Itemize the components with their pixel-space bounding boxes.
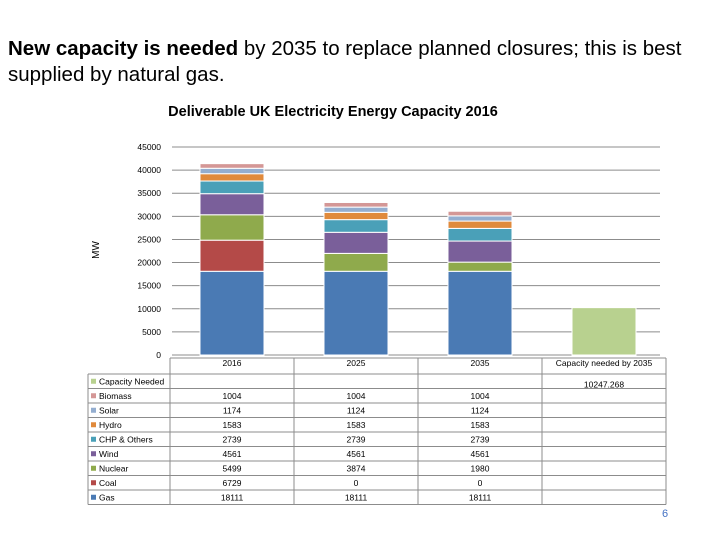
legend-key — [91, 407, 96, 413]
legend-label: Solar — [99, 405, 119, 415]
legend-label: CHP & Others — [99, 434, 153, 444]
y-tick-label: 35000 — [137, 188, 161, 198]
data-label: 5499 — [223, 463, 242, 473]
data-label: 6729 — [223, 478, 242, 488]
slide-title-rest: by 2035 to replace planned closures; thi… — [8, 37, 682, 86]
legend-label: Biomass — [99, 391, 132, 401]
data-label: 1980 — [471, 463, 490, 473]
bar-segment — [199, 193, 265, 216]
bar-segment — [199, 239, 265, 272]
data-label: 1004 — [347, 391, 366, 401]
y-tick-label: 5000 — [142, 327, 161, 337]
data-label: 0 — [354, 478, 359, 488]
bar-segment — [323, 201, 389, 208]
data-label: 1004 — [471, 391, 490, 401]
data-label: 1583 — [347, 420, 366, 430]
category-label: Capacity needed by 2035 — [556, 358, 653, 368]
y-tick-label: 30000 — [137, 211, 161, 221]
legend-key — [91, 436, 96, 442]
bar-segment — [323, 252, 389, 272]
legend-label: Hydro — [99, 420, 122, 430]
bar-segment — [323, 211, 389, 221]
slide-title-bold: New capacity is needed — [8, 37, 239, 60]
data-label: 1004 — [223, 391, 242, 401]
legend-label: Wind — [99, 449, 119, 459]
data-label: 0 — [478, 478, 483, 488]
page-number: 6 — [662, 508, 669, 520]
bar-segment — [199, 180, 265, 195]
bar-segment — [571, 307, 637, 356]
bar-segment — [447, 270, 513, 356]
bar-segment — [323, 231, 389, 254]
bar-segment — [199, 163, 265, 169]
legend-key — [91, 393, 96, 399]
bar-segment — [447, 210, 513, 217]
legend-label: Coal — [99, 478, 117, 488]
bar-segment — [323, 206, 389, 213]
bar-segment — [199, 270, 265, 356]
bar-segment — [199, 167, 265, 175]
data-label: 1583 — [223, 420, 242, 430]
bar-segment — [447, 261, 513, 272]
bar-segment — [199, 214, 265, 241]
legend-label: Capacity Needed — [99, 376, 164, 386]
y-tick-label: 20000 — [137, 258, 161, 268]
y-tick-label: 40000 — [137, 165, 161, 175]
legend-key — [91, 422, 96, 428]
data-label: 3874 — [347, 463, 366, 473]
data-label: 4561 — [223, 449, 242, 459]
chart-title: Deliverable UK Electricity Energy Capaci… — [168, 104, 498, 120]
slide-title: New capacity is needed by 2035 to replac… — [8, 36, 708, 88]
bar-segment — [447, 215, 513, 222]
data-label: 1124 — [471, 405, 490, 415]
category-label: 2016 — [223, 358, 242, 368]
y-tick-label: 45000 — [137, 142, 161, 152]
data-label: 2739 — [223, 434, 242, 444]
category-label: 2025 — [347, 358, 366, 368]
data-label: 2739 — [347, 434, 366, 444]
data-table: 2016 2025 2035 Capacity needed by 2035 Capac… — [87, 357, 667, 505]
data-label: 4561 — [347, 449, 366, 459]
data-label: 18111 — [469, 492, 492, 502]
data-label: 4561 — [471, 449, 490, 459]
data-label: 18111 — [345, 492, 368, 502]
data-label: 1583 — [471, 420, 490, 430]
y-tick-labels: 0 5000 10000 15000 20000 25000 30000 35000 40000… — [137, 142, 161, 360]
y-tick-label: 10000 — [137, 304, 161, 314]
data-label: 10247.268 — [584, 380, 624, 390]
y-tick-label: 15000 — [137, 281, 161, 291]
y-tick-label: 25000 — [137, 234, 161, 244]
legend-key — [91, 480, 96, 486]
bar-segment — [199, 173, 265, 182]
legend-key — [91, 378, 96, 384]
data-label: 18111 — [221, 492, 244, 502]
data-label: 1124 — [347, 405, 366, 415]
bar-segment — [447, 220, 513, 229]
bars — [199, 163, 637, 356]
bar-segment — [323, 270, 389, 356]
bar-segment — [323, 219, 389, 233]
legend-label: Nuclear — [99, 463, 128, 473]
bar-segment — [447, 240, 513, 263]
legend-key — [91, 465, 96, 471]
category-label: 2035 — [471, 358, 490, 368]
y-tick-label: 0 — [156, 350, 161, 360]
data-label: 2739 — [471, 434, 490, 444]
legend-label: Gas — [99, 492, 115, 502]
legend-key — [91, 451, 96, 457]
data-label: 1174 — [223, 405, 242, 415]
legend-key — [91, 494, 96, 500]
y-axis-label: MW — [91, 241, 102, 259]
bar-segment — [447, 227, 513, 242]
